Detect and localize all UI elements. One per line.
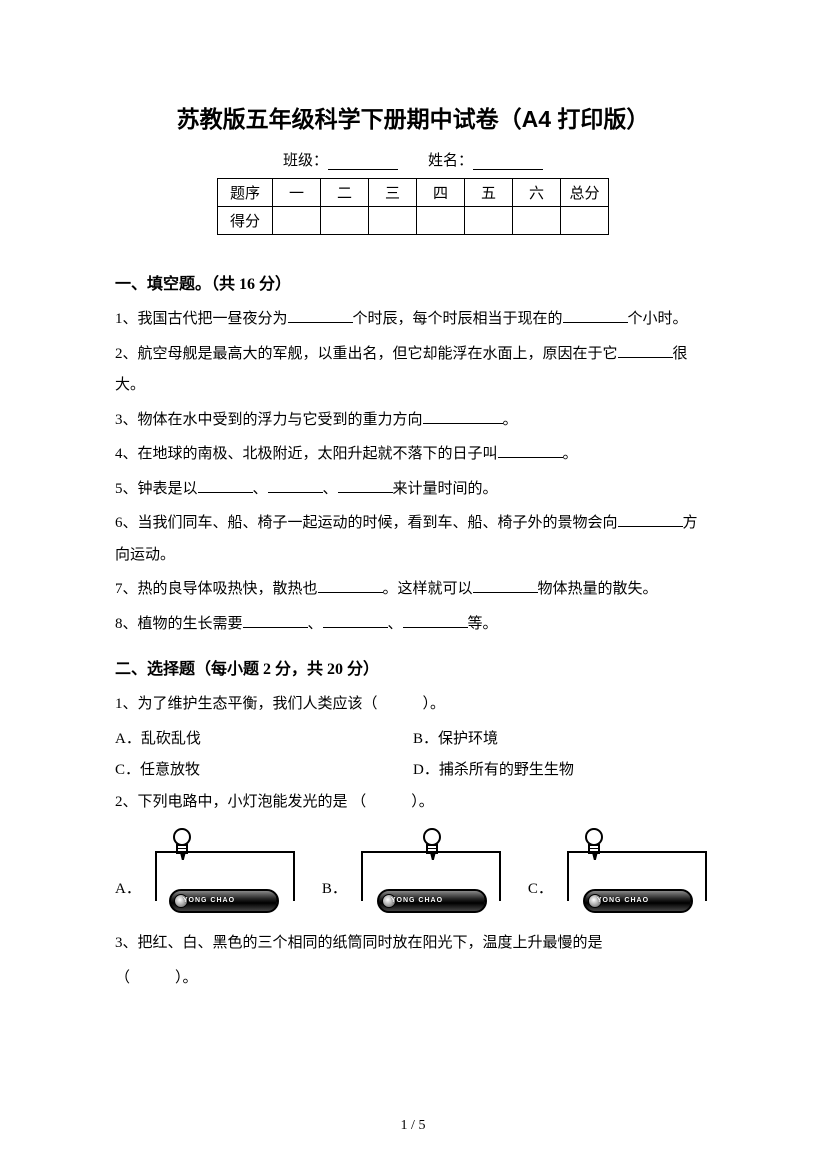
col-6: 六 [513,179,561,207]
name-blank[interactable] [473,154,543,170]
page-title: 苏教版五年级科学下册期中试卷（A4 打印版） [115,100,711,134]
page-number: 1 / 5 [401,1118,426,1134]
col-3: 三 [369,179,417,207]
score-2[interactable] [321,207,369,235]
score-total[interactable] [561,207,609,235]
blank[interactable] [338,479,393,493]
circuit-a-diagram: YONG CHAO [147,828,302,913]
score-6[interactable] [513,207,561,235]
blank[interactable] [323,614,388,628]
s1-q1: 1、我国古代把一昼夜分为个时辰，每个时辰相当于现在的个小时。 [115,304,711,336]
blank[interactable] [268,479,323,493]
score-table: 题序 一 二 三 四 五 六 总分 得分 [217,178,609,235]
s2-q3b: （ ）。 [115,963,711,995]
col-2: 二 [321,179,369,207]
s1-q8: 8、植物的生长需要、、等。 [115,609,711,641]
blank[interactable] [618,344,673,358]
blank[interactable] [618,513,683,527]
circuit-option-a: A． YONG CHAO [115,828,302,913]
score-5[interactable] [465,207,513,235]
s2-q2: 2、下列电路中，小灯泡能发光的是 （ ）。 [115,787,711,819]
blank[interactable] [198,479,253,493]
s2-q1-choices-row2: C．任意放牧 D．捕杀所有的野生生物 [115,755,711,787]
table-row-header: 题序 一 二 三 四 五 六 总分 [218,179,609,207]
bulb-icon [173,828,193,854]
s1-q5: 5、钟表是以、、来计量时间的。 [115,474,711,506]
blank[interactable] [243,614,308,628]
class-label: 班级： [283,153,328,169]
blank[interactable] [473,579,538,593]
s1-q3: 3、物体在水中受到的浮力与它受到的重力方向。 [115,405,711,437]
blank[interactable] [318,579,383,593]
battery-icon: YONG CHAO [583,889,693,913]
blank[interactable] [288,309,353,323]
s2-q3a: 3、把红、白、黑色的三个相同的纸筒同时放在阳光下，温度上升最慢的是 [115,928,711,960]
header-label: 题序 [218,179,273,207]
student-info-row: 班级： 姓名： [115,149,711,170]
circuit-diagrams: A． YONG CHAO B． YONG CHAO [115,828,711,913]
score-4[interactable] [417,207,465,235]
circuit-option-b: B． YONG CHAO [322,828,508,913]
blank[interactable] [563,309,628,323]
section-1-heading: 一、填空题。（共 16 分） [115,270,711,294]
blank[interactable] [403,614,468,628]
col-total: 总分 [561,179,609,207]
col-1: 一 [273,179,321,207]
s2-q1-choices-row1: A．乱砍乱伐 B．保护环境 [115,724,711,756]
choice-d: D．捕杀所有的野生生物 [413,755,711,787]
s1-q2: 2、航空母舰是最高大的军舰，以重出名，但它却能浮在水面上，原因在于它很大。 [115,339,711,402]
circuit-label-c: C． [528,877,553,898]
circuit-label-a: A． [115,877,141,898]
choice-b: B．保护环境 [413,724,711,756]
col-4: 四 [417,179,465,207]
score-label: 得分 [218,207,273,235]
section-2-heading: 二、选择题（每小题 2 分，共 20 分） [115,655,711,679]
table-row-score: 得分 [218,207,609,235]
score-1[interactable] [273,207,321,235]
score-3[interactable] [369,207,417,235]
bulb-icon [585,828,605,854]
s1-q6: 6、当我们同车、船、椅子一起运动的时候，看到车、船、椅子外的景物会向方向运动。 [115,508,711,571]
circuit-option-c: C． YONG CHAO [528,828,714,913]
class-blank[interactable] [328,154,398,170]
choice-c: C．任意放牧 [115,755,413,787]
name-label: 姓名： [428,153,473,169]
battery-icon: YONG CHAO [169,889,279,913]
s1-q4: 4、在地球的南极、北极附近，太阳升起就不落下的日子叫。 [115,439,711,471]
circuit-b-diagram: YONG CHAO [353,828,508,913]
battery-icon: YONG CHAO [377,889,487,913]
bulb-icon [423,828,443,854]
col-5: 五 [465,179,513,207]
circuit-c-diagram: YONG CHAO [559,828,714,913]
choice-a: A．乱砍乱伐 [115,724,413,756]
circuit-label-b: B． [322,877,347,898]
s1-q7: 7、热的良导体吸热快，散热也。这样就可以物体热量的散失。 [115,574,711,606]
s2-q1: 1、为了维护生态平衡，我们人类应该（ ）。 [115,689,711,721]
blank[interactable] [498,444,563,458]
blank[interactable] [423,410,503,424]
